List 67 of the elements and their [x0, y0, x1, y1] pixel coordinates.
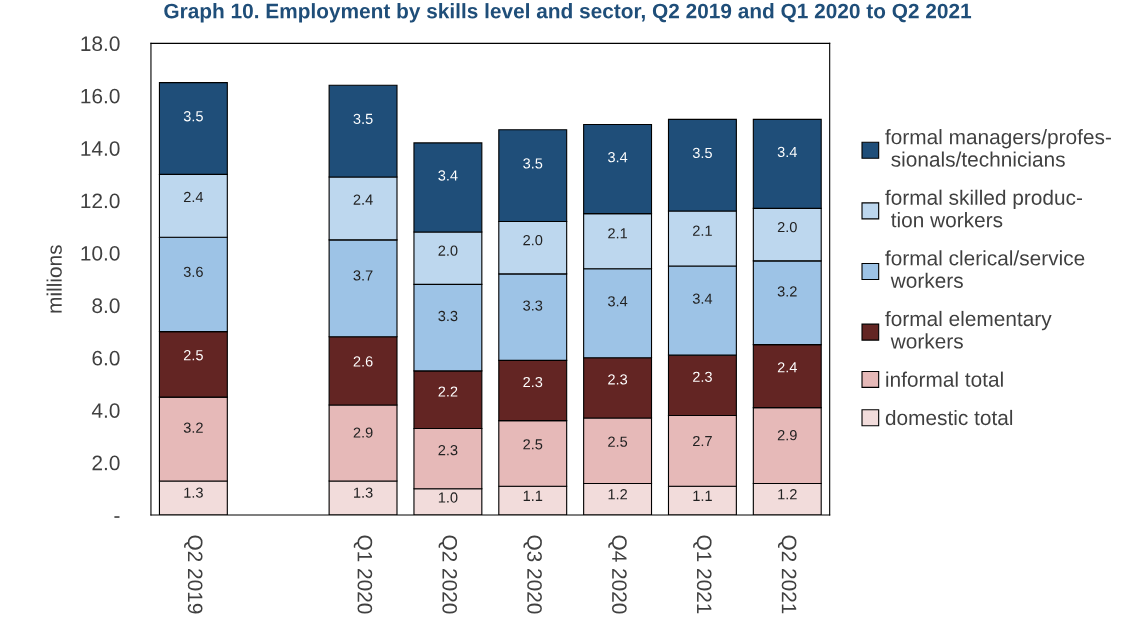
y-tick-label: 14.0 — [81, 141, 120, 156]
data-label: 2.5 — [183, 350, 203, 361]
data-label: 1.0 — [438, 492, 458, 503]
data-label: 3.4 — [608, 296, 628, 307]
x-tick-label: Q4 2020 — [608, 535, 627, 614]
data-label: 3.3 — [523, 300, 543, 311]
x-tick-label: Q1 2020 — [353, 535, 373, 614]
data-label: 3.5 — [183, 111, 203, 122]
legend-label: formal skilled produc- tion workers — [885, 189, 1082, 228]
y-axis-title: millions — [46, 245, 62, 313]
data-label: 3.2 — [183, 422, 203, 433]
y-tick-label: - — [114, 516, 120, 518]
data-label: 2.9 — [353, 427, 373, 438]
data-label: 3.5 — [353, 113, 373, 125]
y-tick-label: 8.0 — [92, 298, 120, 314]
data-label: 3.6 — [183, 266, 203, 277]
data-label: 1.1 — [693, 490, 712, 501]
data-label: 2.5 — [608, 436, 628, 447]
x-tick-label: Q2 2019 — [184, 535, 203, 614]
data-label: 2.1 — [693, 225, 712, 236]
data-label: 1.1 — [523, 490, 543, 501]
data-label: 2.4 — [777, 362, 797, 373]
data-label: 3.5 — [523, 158, 543, 169]
x-tick-label: Q2 2021 — [777, 535, 797, 614]
data-label: 2.3 — [438, 445, 458, 456]
y-tick-label: 4.0 — [91, 403, 120, 418]
data-label: 2.3 — [693, 371, 712, 382]
data-label: 1.2 — [778, 489, 797, 500]
y-tick-label: 12.0 — [81, 193, 120, 209]
x-tick-label: Q2 2020 — [438, 535, 458, 614]
y-tick-label: 18.0 — [81, 36, 120, 52]
data-label: 3.4 — [777, 146, 797, 158]
data-label: 2.4 — [183, 191, 204, 203]
legend-label: informal total — [886, 371, 1003, 387]
data-label: 2.2 — [438, 386, 458, 397]
data-label: 2.3 — [523, 376, 543, 388]
data-label: 3.4 — [608, 152, 628, 163]
data-label: 3.4 — [438, 170, 458, 181]
x-tick-label: Q1 2021 — [693, 535, 712, 614]
data-label: 2.6 — [353, 356, 373, 367]
data-label: 2.0 — [438, 245, 458, 256]
data-label: 2.1 — [608, 228, 628, 239]
data-label: 2.7 — [693, 435, 712, 447]
data-label: 3.3 — [438, 310, 458, 322]
data-label: 2.4 — [353, 194, 373, 205]
data-label: 2.3 — [608, 374, 628, 385]
data-label: 3.5 — [692, 147, 712, 159]
x-tick-label: Q3 2020 — [523, 535, 542, 614]
data-label: 2.9 — [777, 430, 797, 441]
data-label: 1.2 — [608, 489, 627, 500]
chart-title: Graph 10. Employment by skills level and sector, Q2 2019 and Q1 2020 to Q2 2021 — [164, 3, 972, 23]
data-label: 2.0 — [777, 221, 797, 233]
data-label: 2.5 — [523, 439, 543, 450]
legend-label: domestic total — [885, 409, 1013, 426]
legend-label: formal clerical/service workers — [885, 250, 1085, 289]
data-label: 3.2 — [777, 286, 797, 297]
y-tick-label: 2.0 — [92, 455, 120, 471]
data-label: 3.4 — [692, 293, 713, 304]
legend-label: formal managers/profes- sionals/technicians — [885, 129, 1111, 167]
y-tick-label: 10.0 — [81, 245, 120, 261]
y-tick-label: 6.0 — [92, 350, 120, 366]
data-label: 1.3 — [184, 487, 203, 498]
y-tick-label: 16.0 — [81, 88, 120, 104]
data-label: 1.3 — [354, 487, 373, 498]
data-label: 3.7 — [353, 270, 373, 281]
legend-label: formal elementary workers — [885, 310, 1052, 349]
data-label: 2.0 — [523, 235, 543, 246]
